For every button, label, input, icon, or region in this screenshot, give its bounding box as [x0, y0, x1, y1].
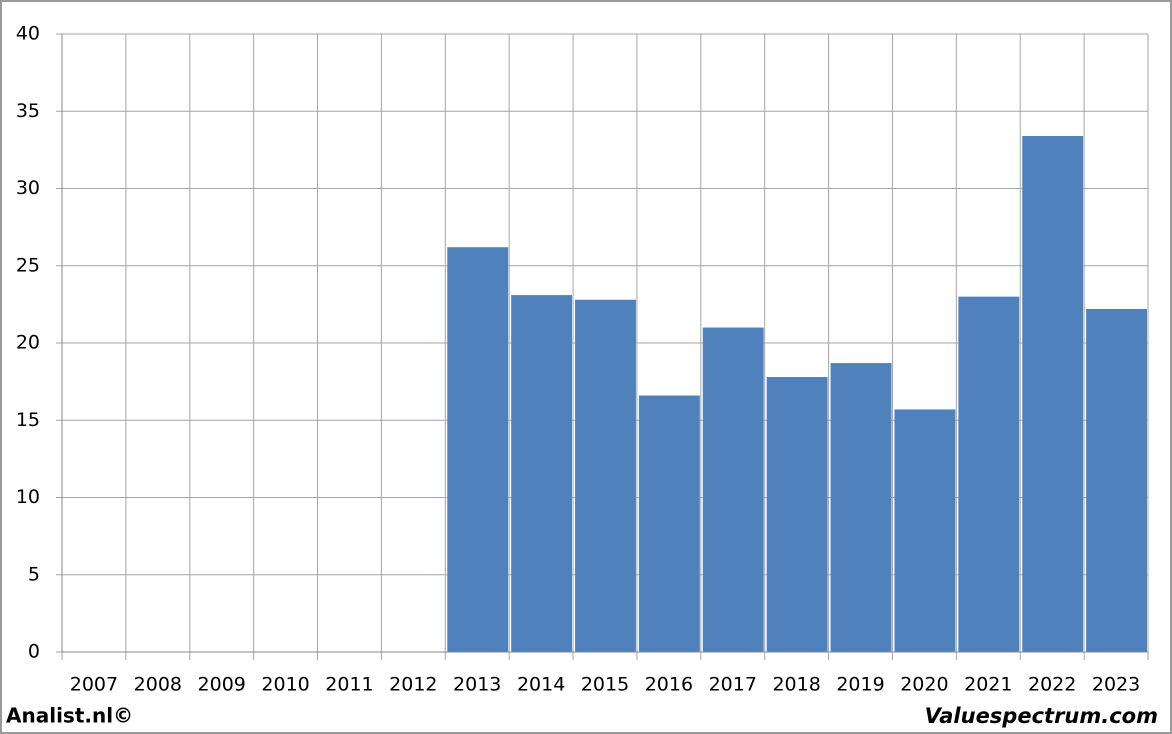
bar — [958, 296, 1020, 652]
bar — [1086, 309, 1147, 652]
y-tick-label: 30 — [16, 177, 40, 199]
x-tick-label: 2017 — [709, 674, 757, 696]
y-tick-label: 0 — [28, 641, 40, 663]
x-tick-label: 2008 — [134, 674, 182, 696]
y-tick-label: 25 — [16, 254, 40, 276]
bar — [511, 295, 573, 652]
x-tick-label: 2010 — [261, 674, 309, 696]
y-tick-label: 40 — [16, 23, 40, 45]
x-tick-label: 2021 — [964, 674, 1012, 696]
x-tick-label: 2016 — [645, 674, 693, 696]
x-tick-label: 2020 — [900, 674, 948, 696]
bar — [447, 247, 509, 652]
bar — [830, 363, 892, 652]
x-tick-label: 2007 — [70, 674, 118, 696]
y-tick-label: 5 — [28, 563, 40, 585]
bar — [1022, 135, 1084, 653]
x-tick-label: 2009 — [198, 674, 246, 696]
x-tick-label: 2014 — [517, 674, 565, 696]
x-tick-label: 2019 — [836, 674, 884, 696]
bar — [575, 299, 636, 652]
x-tick-label: 2015 — [581, 674, 629, 696]
y-tick-label: 10 — [16, 486, 40, 508]
bar — [894, 409, 956, 652]
x-tick-label: 2023 — [1092, 674, 1140, 696]
source-label: Analist.nl© — [6, 704, 133, 728]
credit-label: Valuespectrum.com — [925, 704, 1158, 728]
x-tick-label: 2018 — [772, 674, 820, 696]
bar — [638, 395, 700, 652]
x-tick-label: 2022 — [1028, 674, 1076, 696]
y-tick-label: 20 — [16, 332, 40, 354]
x-tick-label: 2011 — [325, 674, 373, 696]
x-tick-label: 2012 — [389, 674, 437, 696]
x-tick-label: 2013 — [453, 674, 501, 696]
y-tick-label: 15 — [16, 409, 40, 431]
bar — [702, 327, 764, 652]
bar — [766, 376, 828, 652]
y-tick-label: 35 — [16, 100, 40, 122]
